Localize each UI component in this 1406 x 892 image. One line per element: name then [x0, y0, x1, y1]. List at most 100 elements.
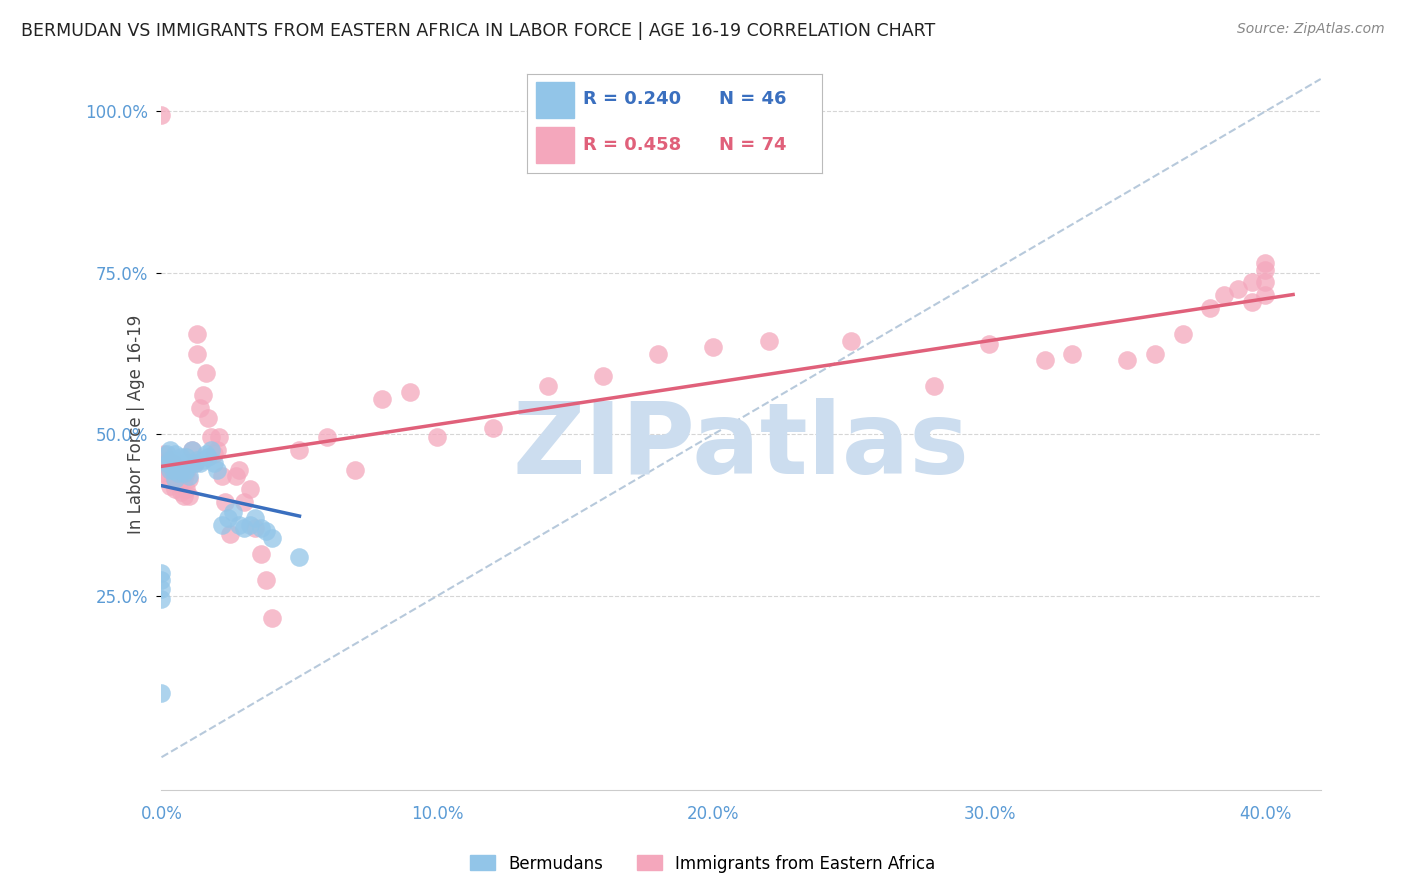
Point — [191, 453, 214, 467]
Point — [1199, 301, 1222, 316]
Point — [211, 469, 233, 483]
Point — [288, 443, 311, 458]
Point — [162, 463, 184, 477]
Point — [153, 456, 176, 470]
Point — [165, 482, 187, 496]
Y-axis label: In Labor Force | Age 16-19: In Labor Force | Age 16-19 — [127, 315, 145, 534]
Point — [222, 505, 245, 519]
Point — [173, 473, 195, 487]
Point — [841, 334, 863, 348]
Point — [173, 466, 195, 480]
Text: BERMUDAN VS IMMIGRANTS FROM EASTERN AFRICA IN LABOR FORCE | AGE 16-19 CORRELATIO: BERMUDAN VS IMMIGRANTS FROM EASTERN AFRI… — [21, 22, 935, 40]
Point — [165, 466, 187, 480]
Point — [1254, 288, 1277, 302]
Point — [200, 443, 222, 458]
Point — [156, 456, 179, 470]
Point — [200, 430, 222, 444]
Point — [150, 566, 173, 581]
Point — [1171, 327, 1194, 342]
Point — [150, 573, 173, 587]
Point — [228, 517, 250, 532]
Point — [159, 479, 181, 493]
Point — [177, 456, 200, 470]
Point — [1226, 282, 1249, 296]
Point — [537, 379, 560, 393]
Point — [197, 411, 219, 425]
Point — [183, 456, 205, 470]
Point — [647, 346, 669, 360]
Point — [159, 453, 181, 467]
Point — [343, 463, 366, 477]
Point — [202, 456, 225, 470]
Point — [233, 495, 256, 509]
Point — [150, 582, 173, 597]
Point — [177, 473, 200, 487]
Point — [1144, 346, 1167, 360]
Point — [924, 379, 946, 393]
Point — [162, 453, 184, 467]
Point — [1116, 353, 1139, 368]
Point — [165, 447, 187, 461]
Point — [225, 469, 247, 483]
Point — [162, 469, 184, 483]
Point — [167, 456, 190, 470]
Point — [150, 591, 173, 606]
Point — [150, 107, 173, 121]
Point — [156, 469, 179, 483]
Point — [159, 463, 181, 477]
Point — [176, 450, 198, 464]
Point — [1033, 353, 1056, 368]
Point — [150, 466, 173, 480]
Point — [219, 527, 242, 541]
Point — [186, 453, 208, 467]
Point — [1213, 288, 1236, 302]
Point — [1254, 262, 1277, 277]
Point — [233, 521, 256, 535]
Point — [170, 469, 193, 483]
Point — [481, 421, 503, 435]
Point — [194, 447, 217, 461]
Point — [1062, 346, 1084, 360]
Point — [202, 447, 225, 461]
Point — [1240, 276, 1263, 290]
Point — [191, 388, 214, 402]
Point — [592, 369, 614, 384]
Point — [159, 463, 181, 477]
Text: Source: ZipAtlas.com: Source: ZipAtlas.com — [1237, 22, 1385, 37]
Point — [205, 463, 228, 477]
Point — [180, 443, 202, 458]
Point — [316, 430, 339, 444]
Point — [702, 340, 724, 354]
Point — [177, 489, 200, 503]
Point — [399, 385, 422, 400]
Point — [170, 450, 193, 464]
Point — [156, 447, 179, 461]
Point — [371, 392, 394, 406]
Point — [254, 573, 277, 587]
Point — [217, 511, 239, 525]
Point — [194, 366, 217, 380]
Point — [205, 443, 228, 458]
Point — [239, 517, 262, 532]
Point — [183, 456, 205, 470]
Point — [167, 463, 190, 477]
Point — [170, 463, 193, 477]
Point — [188, 401, 211, 416]
Point — [758, 334, 780, 348]
Point — [250, 521, 273, 535]
Point — [165, 473, 187, 487]
Point — [177, 469, 200, 483]
Point — [186, 327, 208, 342]
Point — [186, 346, 208, 360]
Point — [176, 463, 198, 477]
Point — [239, 482, 262, 496]
Point — [245, 521, 267, 535]
Point — [1254, 276, 1277, 290]
Point — [159, 443, 181, 458]
Legend: Bermudans, Immigrants from Eastern Africa: Bermudans, Immigrants from Eastern Afric… — [464, 848, 942, 880]
Point — [162, 456, 184, 470]
Point — [153, 447, 176, 461]
Point — [1240, 294, 1263, 309]
Point — [254, 524, 277, 538]
Point — [188, 456, 211, 470]
